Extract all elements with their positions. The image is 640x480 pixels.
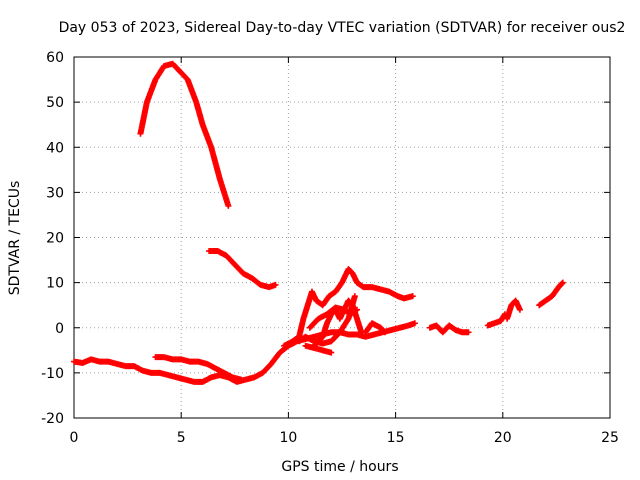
data-point [328,349,335,356]
data-point [381,329,388,336]
y-tick-label: 10 [46,276,64,292]
y-tick-label: 60 [46,50,64,66]
series-arc-1 [137,60,232,209]
series-arc-13 [504,297,523,322]
data-point [272,281,279,288]
data-point [354,306,361,313]
x-tick-label: 15 [387,430,405,446]
data-points [71,60,566,385]
chart-title: Day 053 of 2023, Sidereal Day-to-day VTE… [59,20,626,36]
series-arc-14 [536,279,566,309]
series-arc-11 [426,322,472,336]
x-tick-label: 25 [601,430,619,446]
data-point [238,376,245,383]
y-tick-label: 40 [46,140,64,156]
data-point [409,293,416,300]
data-point [516,306,523,313]
x-tick-label: 20 [494,430,512,446]
data-point [465,329,472,336]
series-arc-5 [281,266,416,349]
y-tick-label: 30 [46,185,64,201]
series-arc-9 [302,342,335,356]
axis-ticks: 0 5 10 15 20 25 -20 -10 0 10 20 30 40 50 60 [41,50,619,446]
y-tick-label: -10 [41,366,64,382]
series-arc-2 [206,248,279,291]
series-arc-12 [484,311,508,329]
data-point [381,328,388,335]
y-tick-label: -20 [41,411,64,427]
y-axis-label: SDTVAR / TECUs [7,181,23,296]
series-arc-10 [362,320,388,336]
x-tick-label: 0 [70,430,79,446]
y-tick-label: 50 [46,95,64,111]
data-point [225,202,232,209]
x-tick-label: 10 [279,430,297,446]
x-tick-label: 5 [177,430,186,446]
y-tick-label: 0 [55,321,64,337]
x-axis-label: GPS time / hours [281,459,398,475]
series-arc-8 [306,304,361,331]
data-point [351,293,358,300]
y-tick-label: 20 [46,231,64,247]
series-arc-3 [71,320,418,385]
data-point [559,279,566,286]
data-point [411,320,418,327]
data-point [558,280,565,287]
series-arc-4 [152,354,245,383]
